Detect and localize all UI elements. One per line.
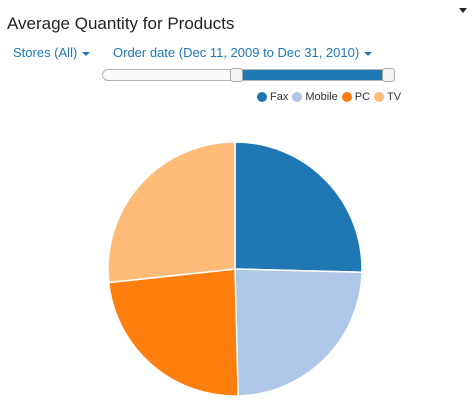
chevron-down-icon [82,51,91,56]
order-date-filter-label: Order date (Dec 11, 2009 to Dec 31, 2010… [113,45,360,60]
legend-swatch [341,92,352,102]
legend-label: Mobile [305,91,338,103]
legend-label: Fax [270,91,289,103]
legend-swatch [257,92,267,102]
chevron-down-icon [364,51,373,56]
chart-legend: Fax Mobile PC TV [257,91,405,103]
pie-slice-mobile[interactable] [234,268,363,397]
legend-swatch [374,92,385,102]
stores-filter[interactable]: Stores (All) [13,45,91,60]
legend-label: TV [387,91,402,103]
slider-handle-end[interactable] [382,68,396,82]
legend-swatch [292,92,303,102]
legend-item-fax[interactable]: Fax [257,91,288,103]
legend-item-mobile[interactable]: Mobile [292,91,338,103]
menu-caret-icon[interactable] [459,8,467,13]
legend-item-pc[interactable]: PC [341,91,371,103]
pie-slice-fax[interactable] [234,141,363,273]
chart-title: Average Quantity for Products [7,14,235,33]
slider-handle-start[interactable] [230,68,244,82]
legend-label: PC [354,91,371,103]
legend-item-tv[interactable]: TV [374,91,401,103]
date-range-slider[interactable] [102,68,396,82]
slider-selected-range [236,70,389,80]
pie-slice-tv[interactable] [107,141,236,284]
pie-slice-pc[interactable] [107,268,239,397]
stores-filter-label: Stores (All) [13,45,78,60]
order-date-filter[interactable]: Order date (Dec 11, 2009 to Dec 31, 2010… [113,45,373,60]
